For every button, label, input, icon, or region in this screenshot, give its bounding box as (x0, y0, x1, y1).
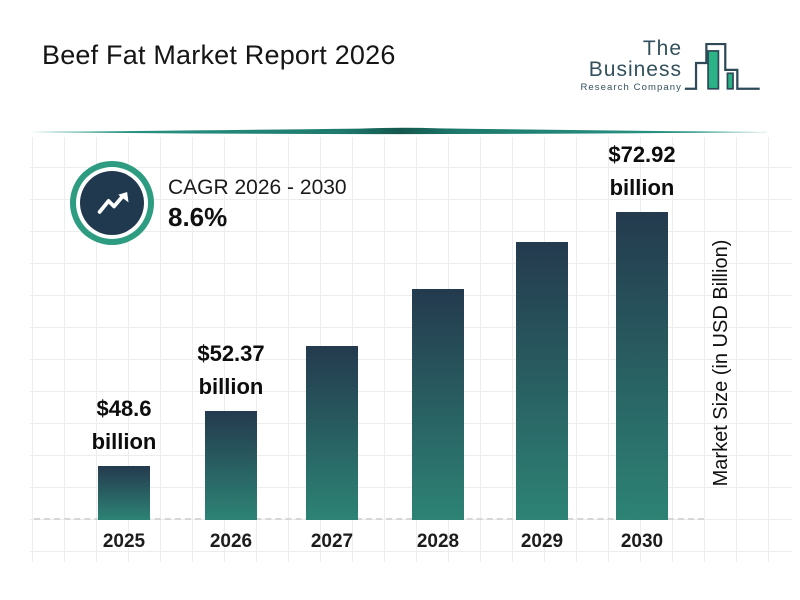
y-axis-title: Market Size (in USD Billion) (710, 239, 732, 487)
divider-line (30, 127, 770, 135)
bar-value-label: $48.6 billion (49, 392, 199, 458)
x-axis-label-2030: 2030 (620, 531, 664, 552)
bar-2028 (412, 289, 464, 520)
bar-group-2029: 2029 (516, 242, 568, 552)
bar-value-label: $52.37 billion (156, 337, 306, 403)
bar-value-line2: billion (198, 374, 264, 399)
bar-group-2028: 2028 (412, 289, 464, 552)
bar-value-label: $72.92 billion (567, 138, 717, 204)
x-axis-label-2026: 2026 (209, 531, 253, 552)
logo-text: The Business Research Company (560, 38, 682, 99)
bar-group-2025: $48.6 billion 2025 (92, 392, 157, 552)
bar-value-line2: billion (609, 175, 675, 200)
chart-baseline (34, 518, 704, 520)
skyline-bars-icon (684, 42, 760, 90)
cagr-value: 8.6% (168, 202, 228, 232)
bar-group-2030: $72.92 billion 2030 (608, 138, 675, 552)
badge-circle (80, 171, 144, 235)
bar-value-line1: $72.92 (608, 142, 676, 167)
bar-2029 (516, 242, 568, 520)
cagr-badge (70, 161, 154, 245)
trend-up-arrow-icon (97, 192, 129, 214)
bar-2027 (306, 346, 358, 520)
bar-value-line1: $52.37 (197, 341, 265, 366)
logo-line1: The Business (588, 36, 682, 81)
cagr-label: CAGR 2026 - 2030 (168, 176, 347, 199)
bar-2026 (205, 411, 257, 520)
bar-value-line2: billion (91, 429, 157, 454)
company-logo: The Business Research Company (560, 32, 770, 98)
badge-white-ring (76, 167, 148, 239)
x-axis-label-2025: 2025 (102, 531, 146, 552)
bar-2025 (98, 466, 150, 520)
x-axis-label-2028: 2028 (416, 531, 460, 552)
logo-line2: Research Company (580, 81, 682, 93)
x-axis-label-2027: 2027 (310, 531, 354, 552)
page-title: Beef Fat Market Report 2026 (42, 40, 396, 70)
bar-group-2026: $52.37 billion 2026 (197, 337, 264, 552)
x-axis-label-2029: 2029 (520, 531, 564, 552)
bar-2030 (616, 212, 668, 520)
bar-value-line1: $48.6 (96, 396, 152, 421)
bar-group-2027: 2027 (306, 346, 358, 552)
